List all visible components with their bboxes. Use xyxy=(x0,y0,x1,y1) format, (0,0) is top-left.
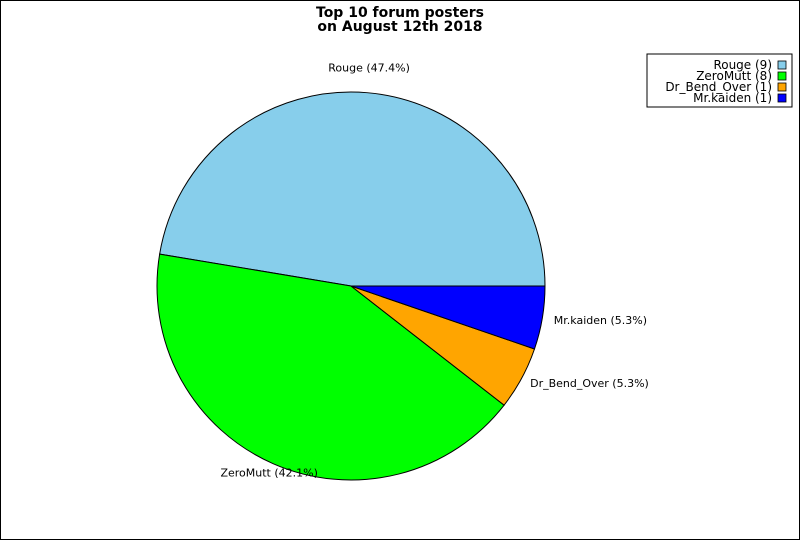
legend-label-rouge: Rouge (9) xyxy=(713,58,772,72)
pie-slice-mr-kaiden xyxy=(350,285,546,350)
chart-subtitle: on August 12th 2018 xyxy=(317,19,482,35)
pie-slice-rouge xyxy=(159,91,546,287)
legend-box xyxy=(646,53,793,108)
legend-swatch-mr-kaiden xyxy=(777,93,787,103)
legend-swatch-rouge xyxy=(777,60,787,70)
legend: Rouge (9)ZeroMutt (8)Dr_Bend_Over (1)Mr.… xyxy=(646,53,793,108)
slice-label-mr-kaiden: Mr.kaiden (5.3%) xyxy=(554,314,647,327)
legend-swatch-dr-bend-over xyxy=(777,82,787,92)
legend-swatch-zeromutt xyxy=(777,71,787,81)
chart-title: Top 10 forum posters xyxy=(316,5,484,21)
pie-slices xyxy=(156,91,546,481)
pie-slice-labels: Rouge (47.4%) ZeroMutt (42.1%) Dr_Bend_Ove… xyxy=(220,62,648,480)
slice-label-rouge: Rouge (47.4%) xyxy=(328,62,410,75)
slice-label-zeromutt: ZeroMutt (42.1%) xyxy=(220,467,317,480)
legend-label-dr-bend-over: Dr_Bend_Over (1) xyxy=(665,80,772,94)
legend-label-zeromutt: ZeroMutt (8) xyxy=(696,69,772,83)
pie-slice-zeromutt xyxy=(156,253,505,481)
slice-label-dr-bend-over: Dr_Bend_Over (5.3%) xyxy=(530,377,649,390)
legend-label-mr-kaiden: Mr.kaiden (1) xyxy=(693,91,772,105)
